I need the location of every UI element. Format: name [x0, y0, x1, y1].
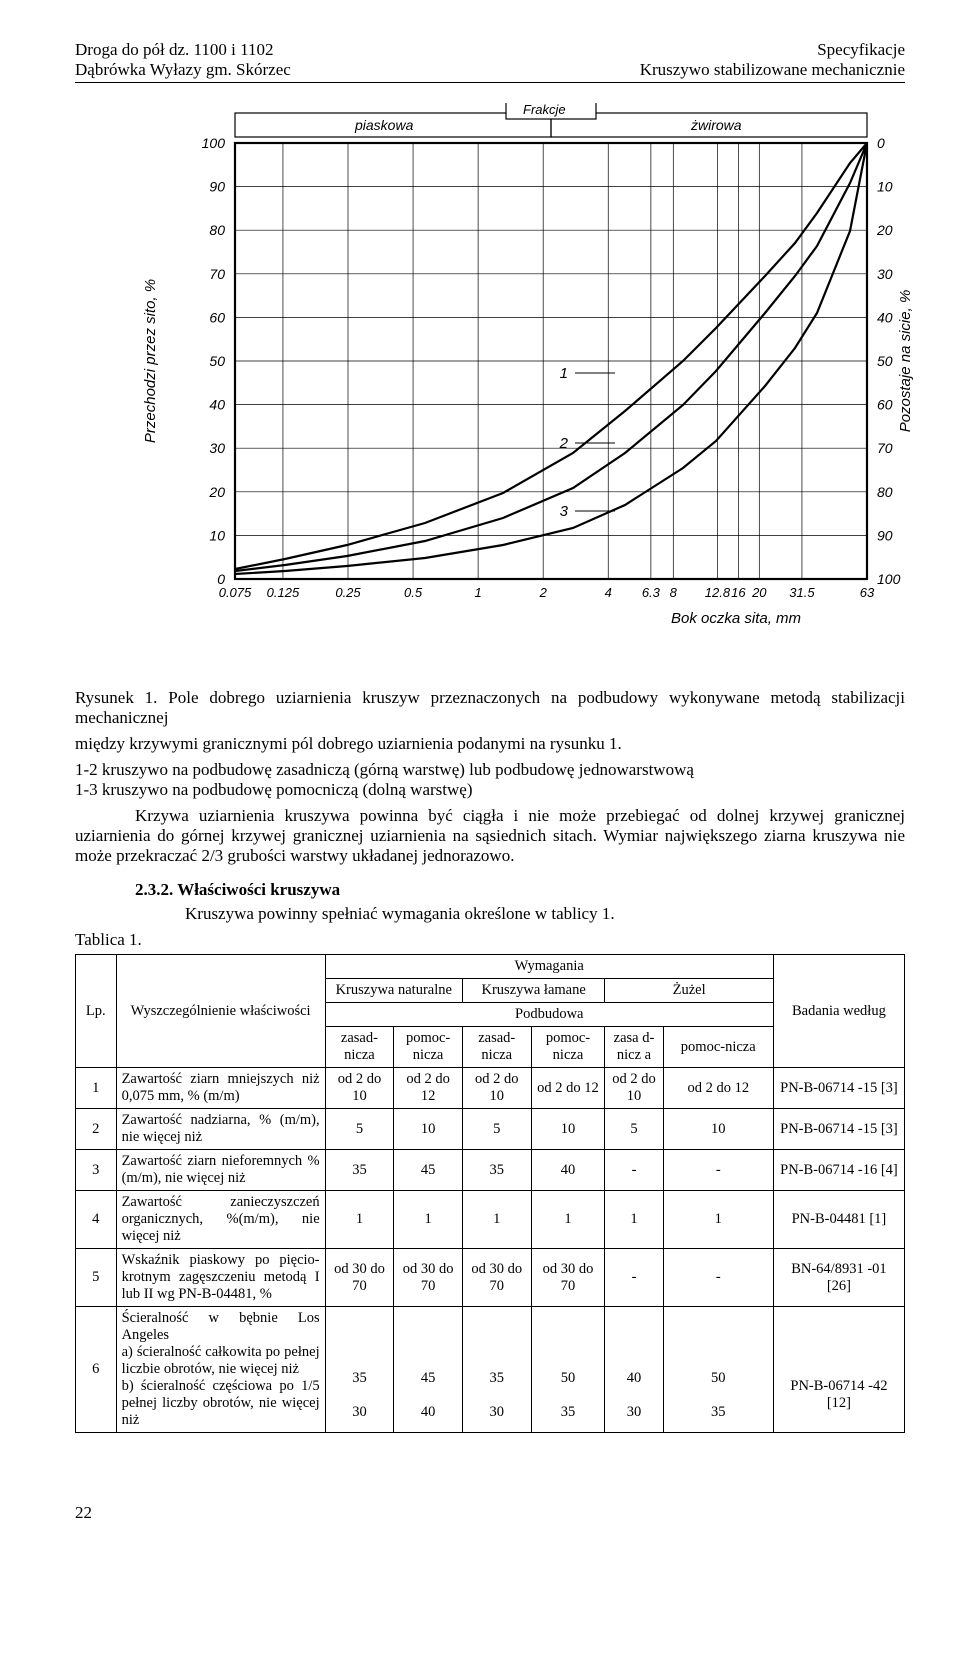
table-row: 5Wskaźnik piaskowy po pięcio-krotnym zag…: [76, 1249, 905, 1307]
svg-text:80: 80: [877, 484, 893, 500]
svg-text:90: 90: [209, 179, 225, 195]
svg-text:31.5: 31.5: [789, 585, 815, 600]
grain-size-chart: piaskowa żwirowa Frakcje 100 0 90 10 80 20 70 30 60…: [115, 103, 905, 668]
th-podbudowa: Podbudowa: [325, 1003, 773, 1027]
header-left-2: Dąbrówka Wyłazy gm. Skórzec: [75, 60, 291, 80]
svg-text:4: 4: [605, 585, 612, 600]
svg-text:Bok oczka sita, mm: Bok oczka sita, mm: [671, 610, 801, 627]
th-pom-2: pomoc-nicza: [531, 1027, 605, 1068]
svg-text:0: 0: [877, 135, 885, 151]
svg-text:10: 10: [877, 179, 893, 195]
th-wysz: Wyszczególnienie właściwości: [116, 955, 325, 1068]
svg-text:60: 60: [877, 397, 893, 413]
svg-text:piaskowa: piaskowa: [354, 117, 414, 133]
svg-text:Frakcje: Frakcje: [523, 103, 566, 117]
th-zas-2: zasad-nicza: [462, 1027, 531, 1068]
th-lamane: Kruszywa łamane: [462, 979, 604, 1003]
figure-caption: Rysunek 1. Pole dobrego uziarnienia krus…: [75, 688, 905, 728]
figure-label: Rysunek 1.: [75, 688, 157, 707]
svg-text:12.8: 12.8: [705, 585, 731, 600]
svg-text:50: 50: [877, 353, 893, 369]
th-wymagania: Wymagania: [325, 955, 773, 979]
table-row: 3Zawartość ziarn nieforemnych %(m/m), ni…: [76, 1150, 905, 1191]
th-naturalne: Kruszywa naturalne: [325, 979, 462, 1003]
th-badania: Badania według: [773, 955, 904, 1068]
svg-text:16: 16: [731, 585, 746, 600]
caption-krzywa: Krzywa uziarnienia kruszywa powinna być …: [75, 806, 905, 866]
svg-text:0.075: 0.075: [219, 585, 252, 600]
th-lp: Lp.: [76, 955, 117, 1068]
caption-between: między krzywymi granicznymi pól dobrego …: [75, 734, 905, 754]
figure-text: Pole dobrego uziarnienia kruszyw przezna…: [75, 688, 905, 727]
svg-text:60: 60: [209, 309, 225, 325]
svg-text:Przechodzi przez sito, %: Przechodzi przez sito, %: [142, 279, 159, 443]
th-zuzel: Żużel: [605, 979, 773, 1003]
svg-text:20: 20: [751, 585, 767, 600]
svg-text:0.125: 0.125: [267, 585, 300, 600]
section-232-title: 2.3.2. Właściwości kruszywa: [135, 880, 905, 900]
svg-text:1: 1: [560, 365, 568, 382]
th-zas-3: zasa d-nicz a: [605, 1027, 663, 1068]
svg-text:100: 100: [202, 135, 226, 151]
svg-text:40: 40: [209, 397, 225, 413]
svg-text:8: 8: [670, 585, 678, 600]
svg-text:20: 20: [208, 484, 225, 500]
header-right-2: Kruszywo stabilizowane mechanicznie: [640, 60, 905, 80]
svg-text:30: 30: [877, 266, 893, 282]
section-232-body: Kruszywa powinny spełniać wymagania okre…: [185, 904, 905, 924]
svg-text:90: 90: [877, 527, 893, 543]
table-row: 4Zawartość zanieczyszczeń organicznych, …: [76, 1191, 905, 1249]
svg-text:6.3: 6.3: [642, 585, 661, 600]
svg-text:50: 50: [209, 353, 225, 369]
svg-text:80: 80: [209, 222, 225, 238]
svg-text:0.5: 0.5: [404, 585, 423, 600]
svg-text:70: 70: [877, 440, 893, 456]
svg-text:100: 100: [877, 571, 901, 587]
header-right-1: Specyfikacje: [817, 40, 905, 60]
page-number: 22: [75, 1503, 905, 1523]
requirements-table: Lp. Wyszczególnienie właściwości Wymagan…: [75, 954, 905, 1433]
svg-text:70: 70: [209, 266, 225, 282]
svg-text:2: 2: [539, 585, 548, 600]
table-row: 6Ścieralność w bębnie Los Angelesa) ście…: [76, 1307, 905, 1433]
th-zas-1: zasad-nicza: [325, 1027, 394, 1068]
svg-text:1: 1: [475, 585, 482, 600]
tablica-label: Tablica 1.: [75, 930, 905, 950]
svg-text:3: 3: [560, 503, 569, 520]
svg-text:20: 20: [876, 222, 893, 238]
svg-text:10: 10: [209, 527, 225, 543]
caption-r13: 1-3 kruszywo na podbudowę pomocniczą (do…: [75, 780, 905, 800]
table-row: 2Zawartość nadziarna, % (m/m), nie więce…: [76, 1109, 905, 1150]
svg-text:Pozostaje na sicie, %: Pozostaje na sicie, %: [897, 290, 914, 433]
svg-text:2: 2: [559, 435, 569, 452]
header-rule: [75, 82, 905, 83]
header-left-1: Droga do pół dz. 1100 i 1102: [75, 40, 273, 60]
svg-text:63: 63: [860, 585, 875, 600]
svg-text:30: 30: [209, 440, 225, 456]
caption-r12: 1-2 kruszywo na podbudowę zasadniczą (gó…: [75, 760, 905, 780]
th-pom-3: pomoc-nicza: [663, 1027, 773, 1068]
svg-text:0.25: 0.25: [335, 585, 361, 600]
table-row: 1Zawartość ziarn mniejszych niż 0,075 mm…: [76, 1068, 905, 1109]
svg-text:żwirowa: żwirowa: [690, 117, 742, 133]
th-pom-1: pomoc-nicza: [394, 1027, 463, 1068]
svg-text:40: 40: [877, 309, 893, 325]
